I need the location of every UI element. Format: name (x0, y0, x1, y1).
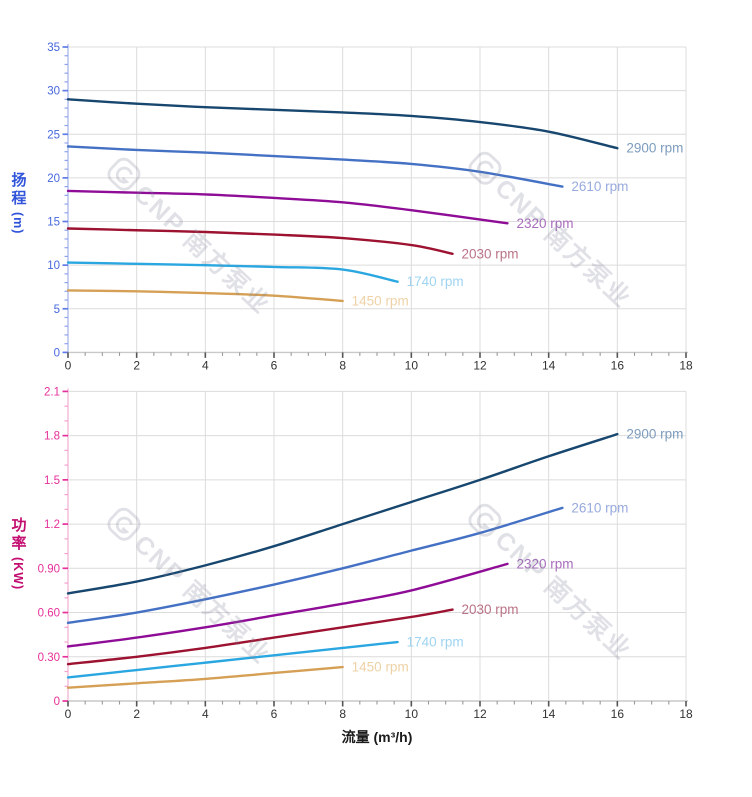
y-tick-label: 0.90 (38, 563, 60, 575)
curve-1740-rpm-power-vs-flow (66, 640, 399, 679)
x-tick-label: 6 (271, 358, 278, 372)
y-tick-label: 30 (47, 86, 60, 98)
head-axis-title-text: 扬程 (9, 172, 27, 208)
power-axis-title-text: 功率 (9, 517, 27, 553)
y-tick-label: 10 (47, 260, 60, 272)
series-label: 2610 rpm (571, 500, 628, 515)
y-tick-label: 0 (54, 696, 60, 708)
x-tick-label: 4 (202, 358, 209, 372)
curve-2900-rpm-head-vs-flow (66, 98, 619, 150)
series-label: 2320 rpm (516, 556, 573, 571)
x-tick-label: 8 (339, 358, 346, 372)
series-label: 2900 rpm (626, 141, 683, 156)
x-tick-label: 12 (473, 707, 487, 721)
y-tick-label: 1.5 (44, 475, 60, 487)
y-tick-label: 0.60 (38, 608, 60, 620)
head-axis-title: 扬程 (m) (5, 172, 31, 234)
y-tick-label: 2.1 (44, 386, 60, 398)
y-tick-label: 1.2 (44, 519, 60, 531)
curve-1450-rpm-power-vs-flow (66, 665, 344, 689)
x-tick-label: 2 (133, 358, 140, 372)
x-tick-label: 18 (679, 358, 693, 372)
curve-2320-rpm-head-vs-flow (66, 189, 509, 225)
series-label: 2030 rpm (462, 246, 519, 261)
y-tick-label: 15 (47, 217, 60, 229)
head-axis-unit: (m) (11, 212, 25, 235)
curve-2320-rpm-power-vs-flow (66, 562, 509, 648)
y-tick-label: 0 (54, 347, 60, 359)
series-label: 1450 rpm (352, 293, 409, 308)
power-axis-unit: (KW) (11, 557, 25, 591)
x-tick-label: 18 (679, 707, 693, 721)
y-tick-label: 35 (47, 42, 60, 54)
x-tick-label: 8 (339, 707, 346, 721)
x-tick-label: 14 (542, 707, 556, 721)
x-tick-label: 14 (542, 358, 556, 372)
series-label: 2900 rpm (626, 427, 683, 442)
x-tick-label: 16 (611, 707, 625, 721)
x-tick-label: 16 (611, 358, 625, 372)
curve-2610-rpm-head-vs-flow (66, 145, 564, 188)
curve-2030-rpm-head-vs-flow (66, 227, 454, 255)
curve-1450-rpm-head-vs-flow (66, 289, 344, 303)
power-axis-title: 功率 (KW) (5, 517, 31, 590)
y-tick-label: 25 (47, 129, 60, 141)
series-label: 1450 rpm (352, 660, 409, 675)
chart-power-vs-flow: 0 0.30 0.60 0.90 1.2 1.5 1.8 2.1 0 2 4 6 8 10 12 14 16 18… (38, 386, 693, 721)
series-label: 2030 rpm (462, 602, 519, 617)
y-tick-label: 5 (54, 304, 60, 316)
x-tick-label: 10 (405, 707, 419, 721)
x-tick-label: 0 (65, 707, 72, 721)
x-tick-label: 10 (405, 358, 419, 372)
flow-axis-title: 流量 (m³/h) (341, 729, 413, 745)
curve-2900-rpm-power-vs-flow (66, 432, 619, 595)
curve-1740-rpm-head-vs-flow (66, 261, 399, 283)
series-label: 2320 rpm (516, 216, 573, 231)
y-tick-label: 20 (47, 173, 60, 185)
y-tick-label: 1.8 (44, 431, 60, 443)
chart-head-vs-flow: 0 5 10 15 20 25 30 35 0 2 4 6 8 10 12 14 16 18 2900 rpm 261… (47, 42, 693, 372)
x-tick-label: 4 (202, 707, 209, 721)
series-label: 1740 rpm (407, 635, 464, 650)
y-tick-label: 0.30 (38, 652, 60, 664)
x-tick-label: 12 (473, 358, 487, 372)
x-tick-label: 2 (133, 707, 140, 721)
curve-2030-rpm-power-vs-flow (66, 608, 454, 666)
x-tick-label: 0 (65, 358, 72, 372)
series-label: 1740 rpm (407, 274, 464, 289)
series-label: 2610 rpm (571, 179, 628, 194)
x-tick-label: 6 (271, 707, 278, 721)
curve-2610-rpm-power-vs-flow (66, 506, 564, 625)
